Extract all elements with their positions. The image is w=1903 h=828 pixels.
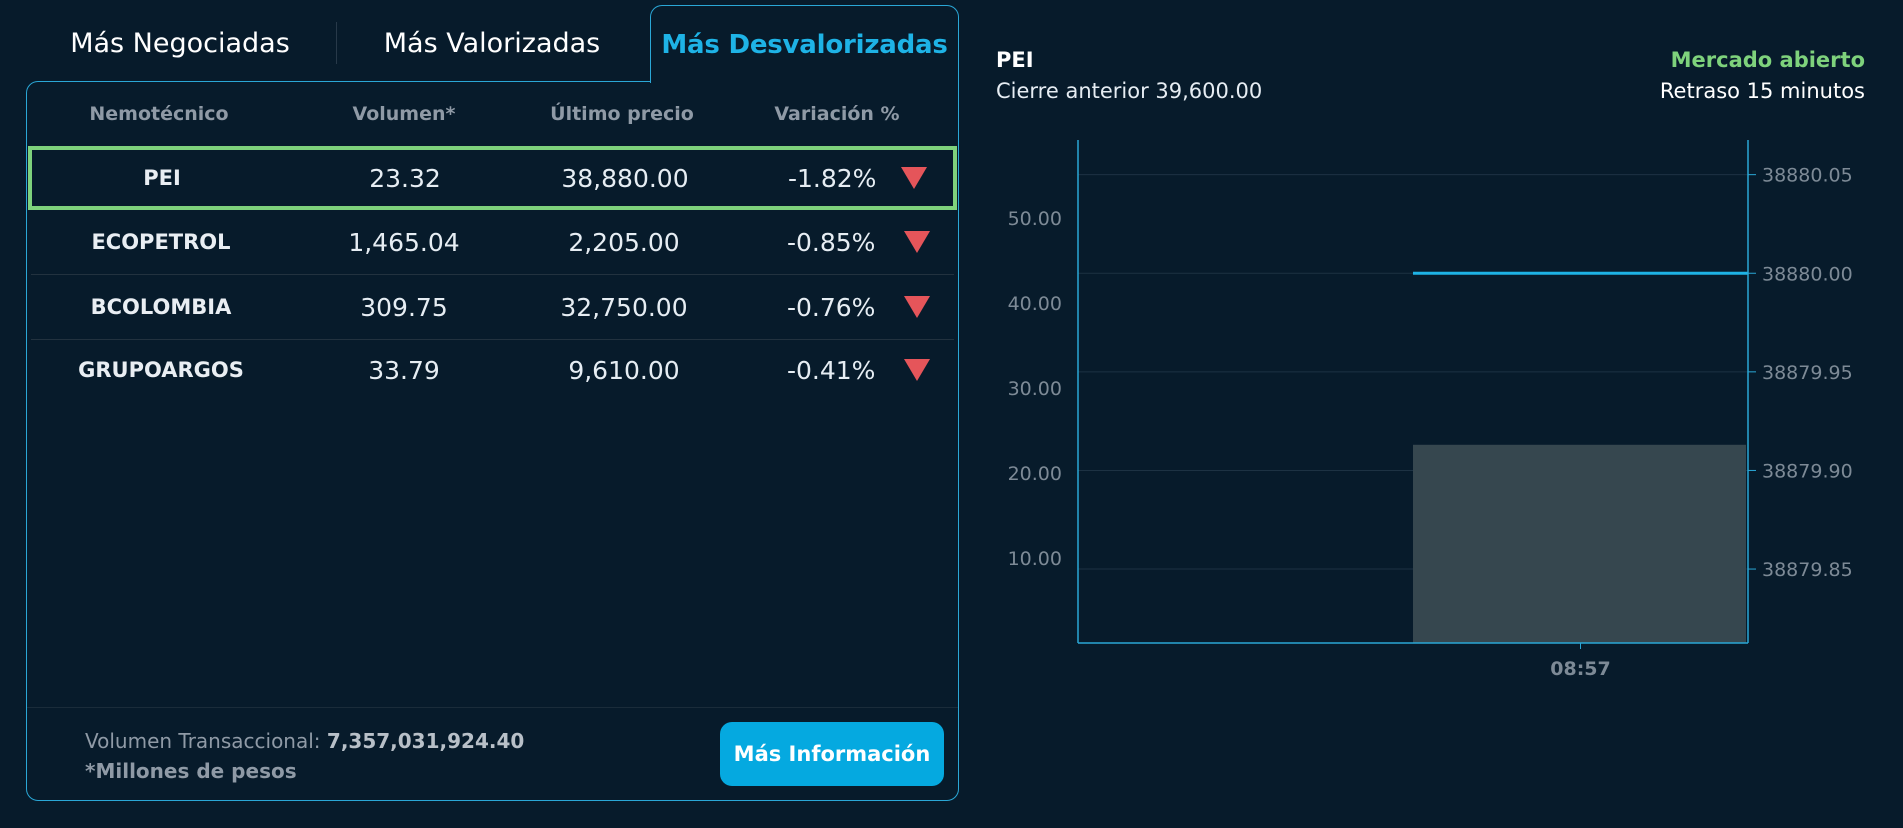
- cell-volumen: 1,465.04: [348, 227, 460, 257]
- cell-precio: 2,205.00: [568, 227, 680, 257]
- tab-divider: [336, 22, 337, 64]
- header-ultimo-precio[interactable]: Último precio: [550, 103, 694, 125]
- right-axis-tick-label: 38880.00: [1762, 263, 1853, 285]
- cell-nemotecnico: GRUPOARGOS: [78, 358, 244, 382]
- volume-bars: [1413, 444, 1746, 643]
- units-note: *Millones de pesos: [85, 759, 297, 783]
- table-row[interactable]: PEI 23.32 38,880.00 -1.82%: [28, 146, 957, 210]
- detail-symbol: PEI: [996, 48, 1034, 72]
- left-axis-tick-label: 30.00: [1008, 378, 1062, 400]
- cell-volumen: 33.79: [368, 355, 440, 385]
- down-arrow-icon: [904, 359, 930, 381]
- right-axis-tick-label: 38879.95: [1762, 362, 1853, 384]
- down-arrow-icon: [904, 231, 930, 253]
- tab-bar: Más Negociadas Más Valorizadas Más Desva…: [26, 5, 960, 83]
- tab-mas-desvalorizadas[interactable]: Más Desvalorizadas: [650, 5, 959, 83]
- cell-nemotecnico: BCOLOMBIA: [90, 295, 232, 319]
- cell-nemotecnico: PEI: [143, 166, 181, 190]
- table-row[interactable]: GRUPOARGOS 33.79 9,610.00 -0.41%: [31, 338, 954, 402]
- table-row[interactable]: ECOPETROL 1,465.04 2,205.00 -0.85%: [31, 210, 954, 275]
- footer-divider: [27, 707, 958, 708]
- cell-variacion: -1.82%: [788, 163, 877, 193]
- left-axis-tick-label: 50.00: [1008, 208, 1062, 230]
- cell-volumen: 309.75: [360, 292, 448, 322]
- cell-precio: 9,610.00: [568, 355, 680, 385]
- more-info-button[interactable]: Más Información: [720, 722, 944, 786]
- right-axis-tick-label: 38879.90: [1762, 460, 1853, 482]
- cell-volumen: 23.32: [369, 163, 441, 193]
- right-axis-tick-label: 38880.05: [1762, 165, 1853, 187]
- header-variacion[interactable]: Variación %: [774, 103, 900, 125]
- cell-nemotecnico: ECOPETROL: [91, 230, 231, 254]
- cell-variacion: -0.85%: [787, 227, 876, 257]
- volume-bar: [1413, 444, 1746, 643]
- table-row[interactable]: BCOLOMBIA 309.75 32,750.00 -0.76%: [31, 275, 954, 340]
- chart-axes: [1077, 140, 1756, 649]
- volume-value: 7,357,031,924.40: [326, 729, 525, 753]
- header-nemotecnico[interactable]: Nemotécnico: [89, 103, 229, 125]
- down-arrow-icon: [904, 296, 930, 318]
- volume-label: Volumen Transaccional:: [85, 729, 321, 753]
- table-header: Nemotécnico Volumen* Último precio Varia…: [27, 82, 958, 146]
- previous-close: Cierre anterior 39,600.00: [996, 79, 1263, 103]
- header-volumen[interactable]: Volumen*: [352, 103, 456, 125]
- axis-tick-labels: 38879.85 38879.90 38879.95 38880.00 38880.05…: [1008, 165, 1853, 680]
- left-axis-tick-label: 20.00: [1008, 463, 1062, 485]
- price-volume-chart: 38879.85 38879.90 38879.95 38880.00 38880.05…: [1008, 140, 1853, 680]
- cell-precio: 32,750.00: [560, 292, 688, 322]
- cell-variacion: -0.76%: [787, 292, 876, 322]
- cell-precio: 38,880.00: [561, 163, 689, 193]
- left-axis-tick-label: 10.00: [1008, 548, 1062, 570]
- tab-mas-valorizadas[interactable]: Más Valorizadas: [383, 27, 601, 59]
- ranking-panel: Nemotécnico Volumen* Último precio Varia…: [26, 81, 959, 801]
- cell-variacion: -0.41%: [787, 355, 876, 385]
- delay-notice: Retraso 15 minutos: [1659, 79, 1865, 103]
- x-axis-tick-label: 08:57: [1550, 658, 1610, 680]
- down-arrow-icon: [901, 167, 927, 189]
- left-axis-tick-label: 40.00: [1008, 293, 1062, 315]
- market-status: Mercado abierto: [1670, 48, 1865, 72]
- tab-mas-negociadas[interactable]: Más Negociadas: [70, 27, 290, 59]
- footer-info: Volumen Transaccional: 7,357,031,924.40 …: [85, 726, 524, 786]
- right-axis-tick-label: 38879.85: [1762, 559, 1853, 581]
